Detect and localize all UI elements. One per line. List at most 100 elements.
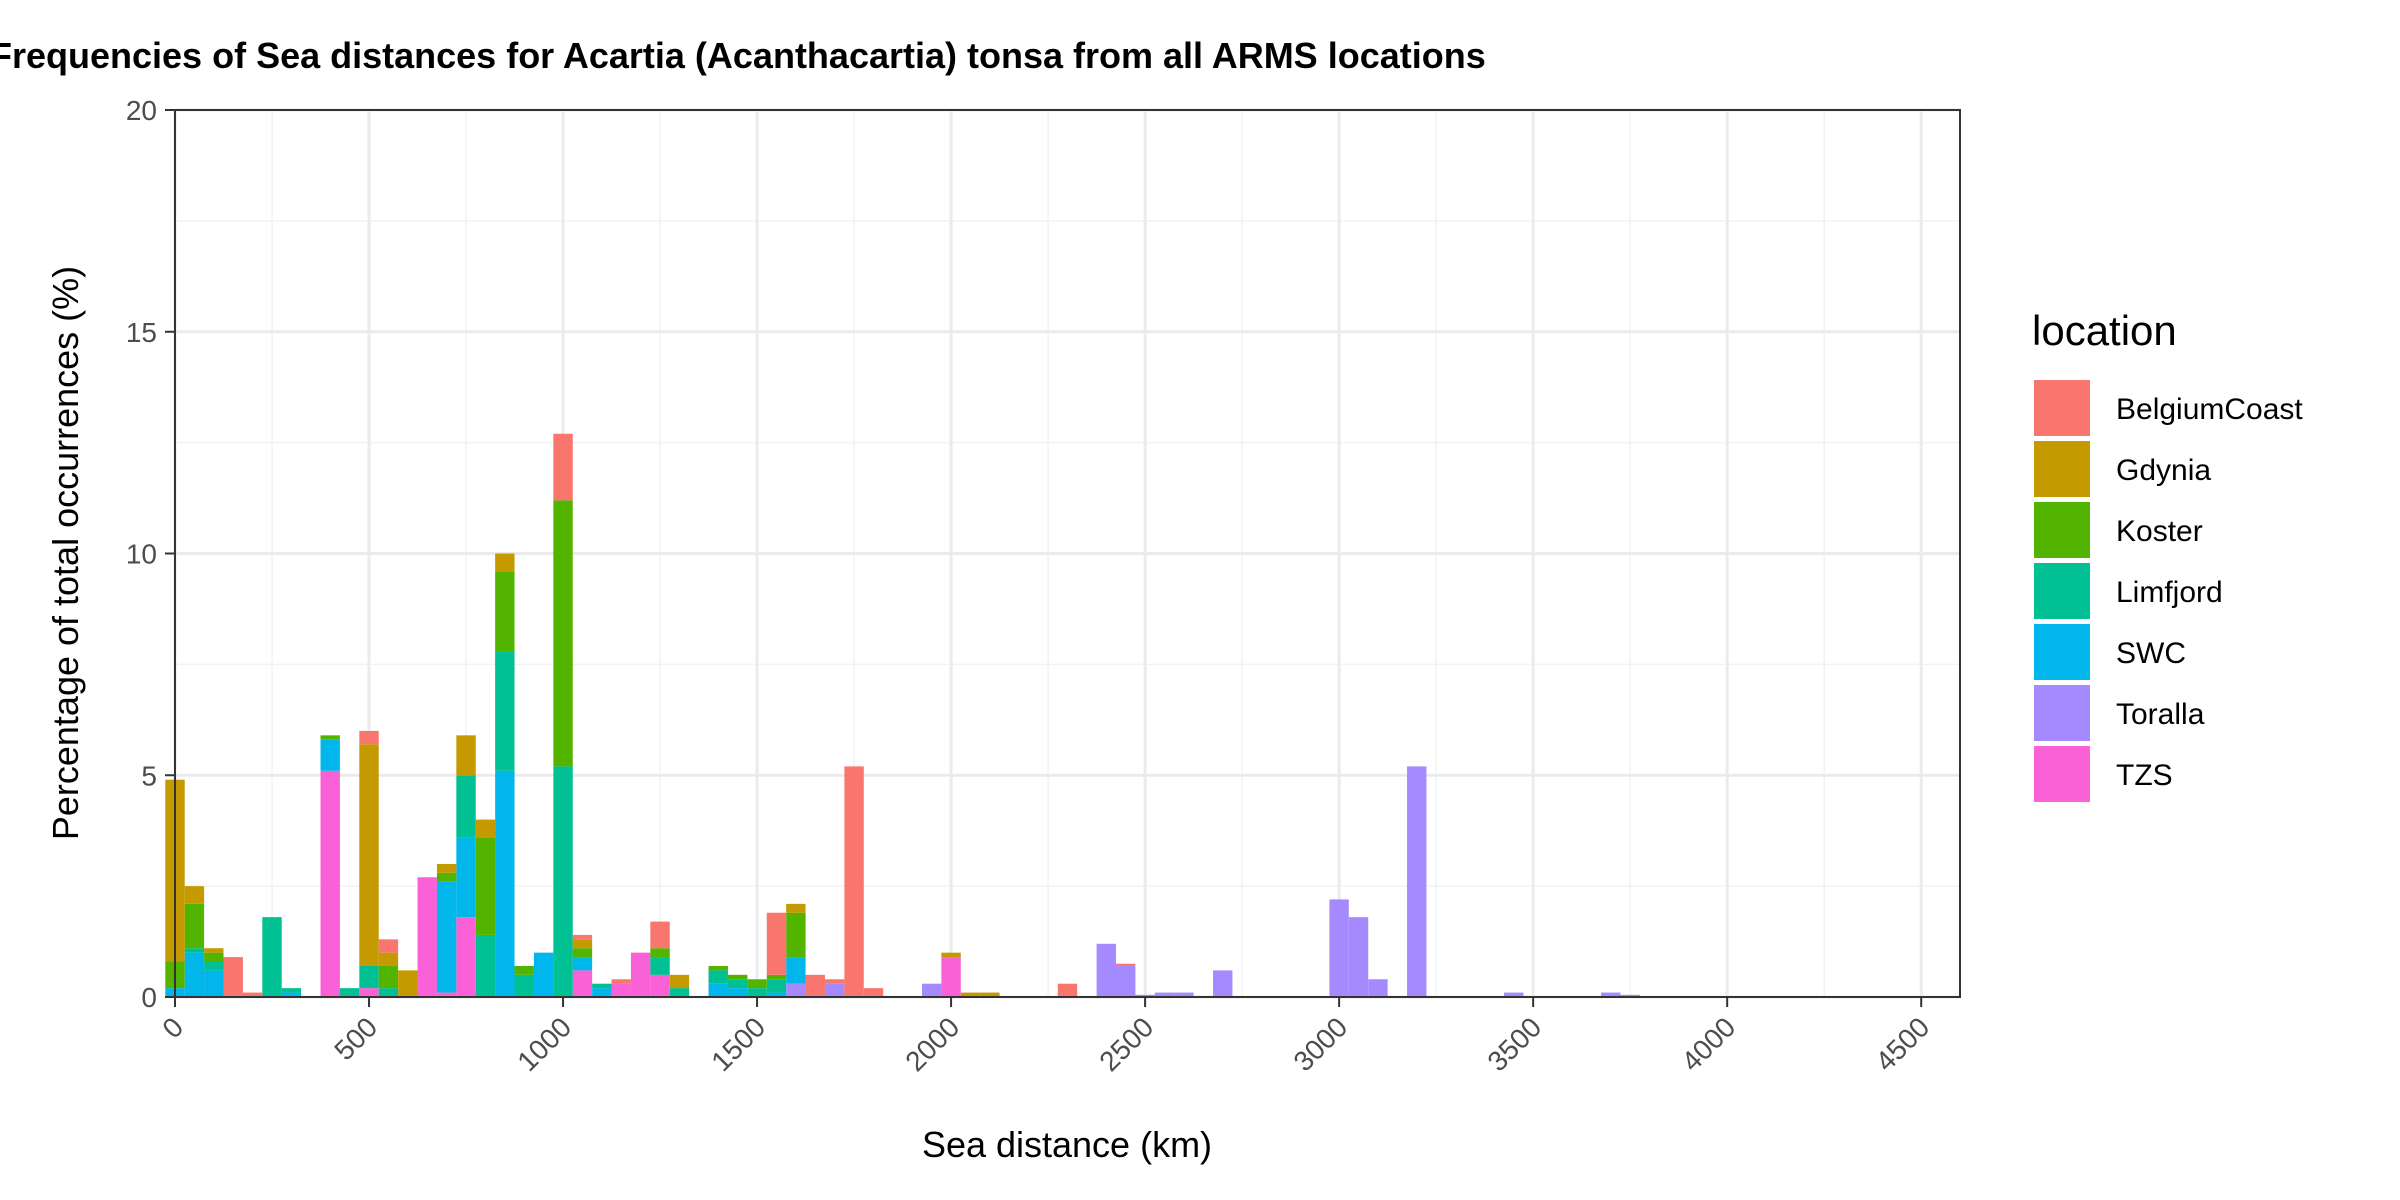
bar-segment <box>611 979 631 984</box>
bar-segment <box>766 912 787 975</box>
bar-segment <box>592 988 612 997</box>
bar-segment <box>824 983 845 997</box>
bar-segment <box>1154 992 1175 997</box>
bar-segment <box>1504 992 1524 997</box>
bar-segment <box>436 863 457 873</box>
bar-segment <box>1096 943 1117 997</box>
bar-segment <box>786 957 806 984</box>
bar-segment <box>1407 766 1427 997</box>
x-axis-title: Sea distance (km) <box>922 1124 1212 1165</box>
bar-segment <box>495 553 515 572</box>
bar-segment <box>805 974 825 997</box>
bar-segment <box>359 988 379 997</box>
bar-segment <box>378 939 399 953</box>
bar-segment <box>456 837 476 918</box>
bar-segment <box>378 988 399 997</box>
bar-segment <box>708 970 728 984</box>
bar-segment <box>475 934 496 997</box>
bar-segment <box>495 651 515 771</box>
bar-segment <box>766 992 787 997</box>
bar-segment <box>242 992 263 997</box>
bar-segment <box>204 970 224 997</box>
bar-segment <box>378 965 399 989</box>
bar-segment <box>592 983 612 989</box>
bar-segment <box>456 735 476 776</box>
bar-segment <box>1057 983 1078 997</box>
bar-segment <box>786 912 806 958</box>
x-tick-label: 4000 <box>1675 1011 1741 1077</box>
bar-segment <box>533 952 554 997</box>
bar-segment <box>766 974 787 980</box>
bar-segment <box>650 957 670 975</box>
bar-segment <box>378 952 399 966</box>
legend-key <box>2034 563 2090 619</box>
bar-segment <box>941 952 961 958</box>
bar-segment <box>669 988 690 997</box>
bar-segment <box>727 979 748 989</box>
bar-segment <box>960 992 981 997</box>
bar-segment <box>1116 965 1136 997</box>
bar-segment <box>436 872 457 882</box>
legend-label: Toralla <box>2116 698 2205 731</box>
bar-segment <box>204 948 224 953</box>
y-axis: 0 5 10 15 20 <box>126 95 175 1013</box>
bar-segment <box>941 957 961 997</box>
bar-segment <box>863 988 884 997</box>
x-tick-label: 1500 <box>705 1011 771 1077</box>
bar-segment <box>1213 970 1233 997</box>
bar-segment <box>572 948 593 958</box>
bar-segment <box>456 775 476 838</box>
legend-key <box>2034 624 2090 680</box>
bar-segment <box>184 903 205 949</box>
bar-segment <box>223 957 243 997</box>
legend-key <box>2034 502 2090 558</box>
bar-segment <box>359 965 379 989</box>
bar-segment <box>1174 992 1194 997</box>
bar-segment <box>1601 992 1621 997</box>
legend-label: TZS <box>2116 759 2173 792</box>
bar-segment <box>727 974 748 980</box>
x-tick-label: 3500 <box>1481 1011 1547 1077</box>
bar-segment <box>495 571 515 652</box>
bar-segment <box>339 988 360 997</box>
bar-segment <box>204 952 224 962</box>
bar-segment <box>553 433 573 501</box>
bar-segment <box>417 877 437 997</box>
bar-segment <box>824 979 845 984</box>
bar-segment <box>553 500 573 767</box>
bar-segment <box>320 770 340 997</box>
bar-segment <box>514 974 534 997</box>
bar-segment <box>184 952 205 997</box>
bar-segment <box>553 766 573 997</box>
legend: location BelgiumCoast Gdynia Koster Limfjor… <box>2032 307 2303 802</box>
bar-segment <box>1348 917 1369 997</box>
legend-label: SWC <box>2116 637 2186 670</box>
bar-segment <box>436 992 457 997</box>
legend-label: Limfjord <box>2116 576 2223 609</box>
x-tick-label: 500 <box>328 1011 383 1066</box>
bar-segment <box>475 837 496 935</box>
y-tick-label: 10 <box>126 539 157 570</box>
bar-segment <box>1620 994 1640 997</box>
bar-segment <box>786 903 806 913</box>
legend-label: BelgiumCoast <box>2116 393 2303 426</box>
bar-segment <box>514 965 534 975</box>
bar-segment <box>436 881 457 993</box>
bar-segment <box>669 974 690 989</box>
bar-segment <box>921 983 942 997</box>
bar-segment <box>495 770 515 997</box>
bar-segment <box>184 948 205 953</box>
bar-segment <box>1116 963 1136 966</box>
bar-segment <box>747 979 767 989</box>
x-tick-label: 0 <box>156 1011 189 1044</box>
bar-segment <box>844 766 864 997</box>
bar-segment <box>359 744 379 966</box>
bar-segment <box>572 957 593 971</box>
bar-segment <box>475 819 496 838</box>
bar-segment <box>650 974 670 997</box>
bar-segment <box>204 961 224 971</box>
bar-segment <box>650 921 670 949</box>
y-tick-label: 15 <box>126 317 157 348</box>
bar-segment <box>359 730 379 745</box>
